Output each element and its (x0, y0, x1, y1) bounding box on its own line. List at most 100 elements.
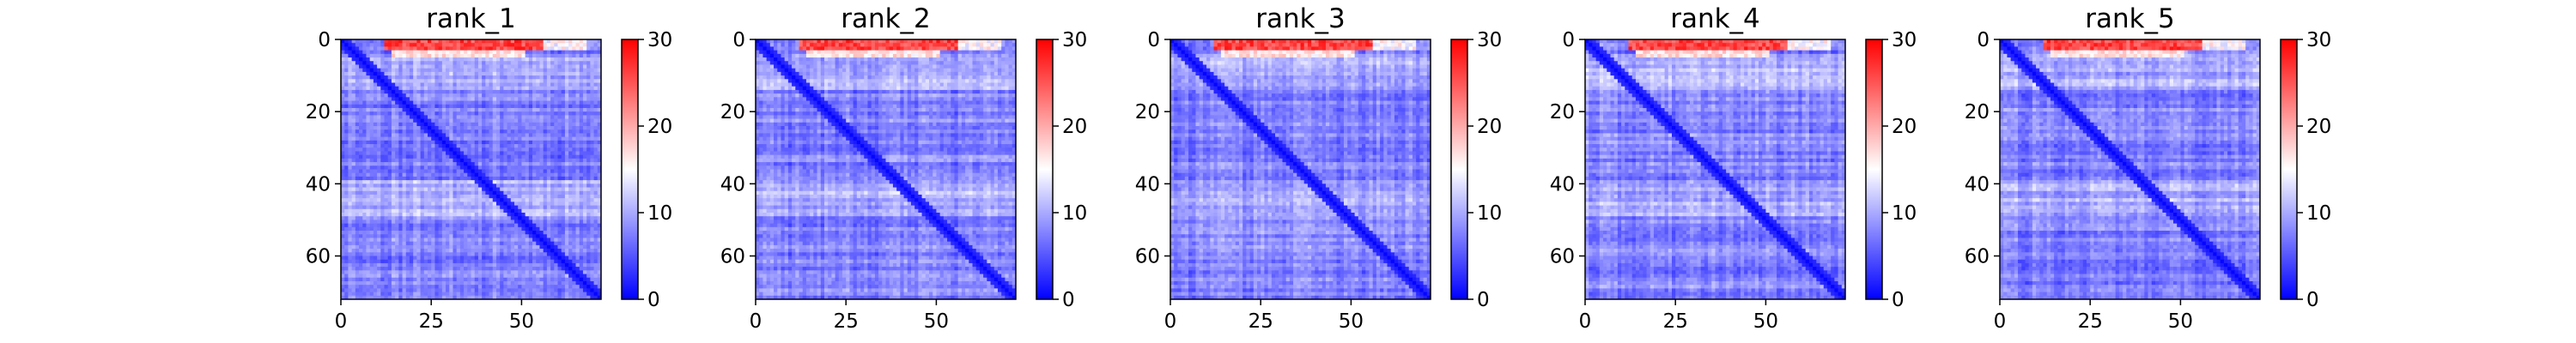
heatmap-cell (550, 140, 555, 145)
heatmap-cell (586, 97, 591, 101)
heatmap-cell (446, 216, 450, 220)
heatmap-cell (561, 43, 566, 47)
heatmap-cell (495, 61, 501, 65)
heatmap-cell (564, 144, 569, 148)
heatmap-cell (344, 169, 349, 174)
heatmap-cell (579, 126, 584, 130)
heatmap-cell (597, 202, 602, 206)
heatmap-cell (521, 162, 526, 166)
heatmap-cell (366, 64, 371, 69)
heatmap-cell (564, 274, 569, 279)
heatmap-cell (446, 220, 450, 225)
heatmap-cell (575, 46, 580, 51)
heatmap-cell (532, 122, 537, 127)
heatmap-cell (554, 144, 558, 148)
heatmap-cell (586, 241, 591, 246)
heatmap-cell (355, 126, 360, 130)
heatmap-cell (593, 46, 598, 51)
heatmap-cell (402, 43, 407, 47)
heatmap-cell (377, 267, 381, 271)
heatmap-cell (507, 256, 512, 261)
heatmap-cell (413, 43, 417, 47)
heatmap-cell (341, 115, 345, 119)
heatmap-cell (434, 133, 440, 138)
heatmap-cell (492, 180, 497, 184)
heatmap-cell (362, 151, 367, 156)
heatmap-cell (539, 280, 544, 286)
heatmap-cell (495, 165, 501, 170)
heatmap-cell (532, 244, 537, 250)
heatmap-cell (590, 231, 594, 235)
heatmap-cell (459, 223, 465, 228)
heatmap-cell (441, 111, 447, 116)
heatmap-cell (391, 107, 396, 112)
heatmap-cell (518, 107, 522, 112)
heatmap-cell (409, 205, 414, 210)
heatmap-cell (377, 223, 381, 228)
heatmap-cell (373, 277, 378, 282)
heatmap-cell (572, 234, 576, 238)
heatmap-cell (564, 223, 569, 228)
heatmap-cell (503, 136, 507, 141)
heatmap-cell (590, 151, 594, 156)
heatmap-cell (351, 68, 356, 73)
heatmap-cell (377, 129, 381, 134)
heatmap-cell (593, 93, 598, 98)
heatmap-cell (413, 280, 417, 286)
heatmap-cell (355, 267, 360, 271)
heatmap-cell (464, 57, 468, 62)
heatmap-cell (380, 216, 385, 220)
heatmap-cell (503, 115, 507, 119)
heatmap-cell (453, 46, 458, 51)
heatmap-cell (503, 61, 507, 65)
heatmap-cell (341, 190, 345, 196)
heatmap-cell (514, 252, 519, 256)
heatmap-cell (543, 259, 548, 264)
heatmap-cell (514, 280, 519, 286)
heatmap-cell (532, 259, 537, 264)
heatmap-cell (590, 93, 594, 98)
heatmap-cell (525, 136, 530, 141)
heatmap-cell (492, 202, 497, 206)
heatmap-cell (521, 107, 526, 112)
heatmap-cell (355, 288, 360, 292)
heatmap-cell (359, 162, 363, 166)
heatmap-cell (575, 50, 580, 55)
heatmap-cell (572, 75, 576, 80)
heatmap-cell (597, 187, 602, 192)
heatmap-cell (564, 53, 569, 58)
heatmap-cell (398, 107, 403, 112)
heatmap-cell (398, 176, 403, 181)
heatmap-cell (423, 208, 428, 214)
heatmap-cell (521, 202, 526, 206)
heatmap-cell (387, 194, 392, 199)
heatmap-cell (373, 82, 378, 87)
heatmap-cell (489, 208, 494, 214)
heatmap-cell (398, 57, 403, 62)
heatmap-cell (554, 226, 558, 232)
heatmap-cell (355, 184, 360, 188)
heatmap-cell (510, 133, 515, 138)
heatmap-cell (398, 118, 403, 123)
heatmap-cell (593, 71, 598, 76)
heatmap-cell (579, 57, 584, 62)
heatmap-cell (557, 82, 562, 87)
heatmap-cell (428, 79, 432, 83)
heatmap-cell (441, 169, 447, 174)
heatmap-cell (495, 259, 501, 264)
heatmap-cell (532, 97, 537, 101)
heatmap-cell (593, 107, 598, 112)
heatmap-cell (557, 184, 562, 188)
heatmap-cell (405, 223, 410, 228)
heatmap-cell (536, 107, 540, 112)
heatmap-cell (413, 53, 417, 58)
heatmap-cell (359, 241, 363, 246)
heatmap-cell (456, 53, 461, 58)
heatmap-cell (416, 194, 421, 199)
heatmap-cell (405, 79, 410, 83)
heatmap-cell (453, 50, 458, 55)
heatmap-cell (464, 223, 468, 228)
heatmap-cell (449, 270, 453, 274)
heatmap-cell (514, 57, 519, 62)
heatmap-cell (550, 190, 555, 196)
